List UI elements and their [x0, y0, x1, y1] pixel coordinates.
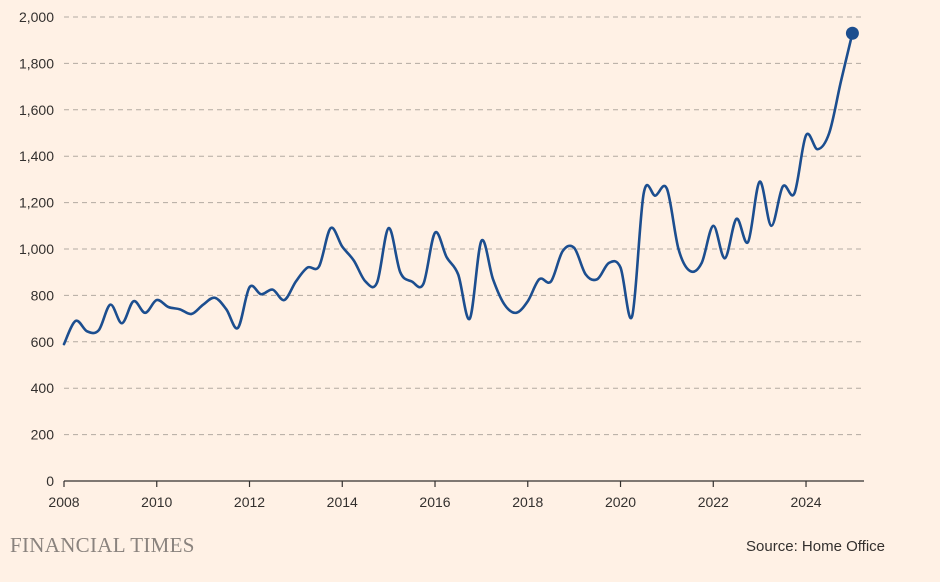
line-chart: 0 200 400 600 800 1,000 1,200 1,400 1,600 1,800 2,…: [19, 9, 864, 510]
y-tick-label: 400: [31, 380, 55, 396]
x-tick-label: 2022: [698, 494, 729, 510]
latest-value-marker: [845, 26, 859, 40]
x-axis: [63, 480, 864, 487]
y-tick-label: 600: [31, 334, 55, 350]
y-tick-label: 1,600: [19, 102, 54, 118]
x-axis-tick-labels: 2008 2010 2012 2014 2016 2018 2020 2022 2024: [48, 494, 821, 510]
y-tick-label: 1,400: [19, 148, 54, 164]
x-tick-label: 2016: [419, 494, 450, 510]
y-tick-label: 200: [31, 427, 55, 443]
y-tick-label: 800: [31, 287, 55, 303]
y-tick-label: 1,800: [19, 55, 54, 71]
series-line-0: [62, 31, 854, 346]
x-tick-label: 2012: [234, 494, 265, 510]
y-tick-label: 1,200: [19, 195, 54, 211]
y-tick-label: 2,000: [19, 9, 54, 25]
x-tick-label: 2020: [605, 494, 636, 510]
financial-times-logo: FINANCIAL TIMES: [10, 533, 195, 557]
x-tick-label: 2008: [48, 494, 79, 510]
x-tick-label: 2010: [141, 494, 172, 510]
source-note: Source: Home Office: [746, 538, 885, 555]
y-tick-label: 1,000: [19, 241, 54, 257]
series-layer: [62, 26, 859, 346]
x-tick-label: 2018: [512, 494, 543, 510]
x-tick-label: 2014: [327, 494, 358, 510]
gridlines: [64, 16, 864, 436]
x-tick-label: 2024: [790, 494, 821, 510]
y-axis-tick-labels: 0 200 400 600 800 1,000 1,200 1,400 1,600 1,800 2,…: [19, 9, 54, 489]
y-tick-label: 0: [46, 473, 54, 489]
